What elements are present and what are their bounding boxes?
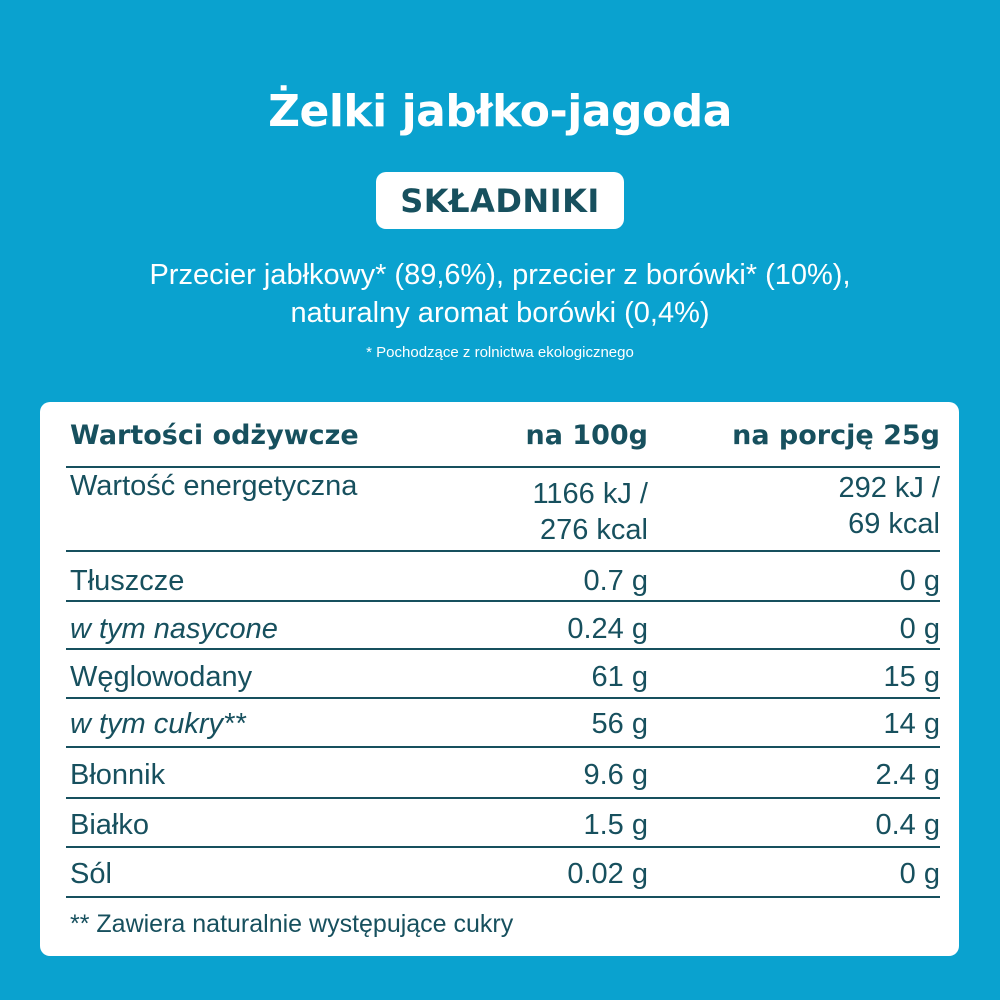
row-value-per-portion: 0 g — [899, 858, 940, 890]
row-value-per-portion: 2.4 g — [875, 759, 941, 791]
ingredients-badge: SKŁADNIKI — [376, 172, 624, 229]
badge-container: SKŁADNIKI — [0, 172, 1000, 229]
row-label: Białko — [70, 809, 149, 841]
ingredients-line-1: Przecier jabłkowy* (89,6%), przecier z b… — [149, 259, 851, 291]
row-value-per-portion: 15 g — [883, 661, 940, 693]
ingredients-line-2: naturalny aromat borówki (0,4%) — [290, 297, 710, 329]
row-value-per-100g: 61 g — [591, 661, 648, 693]
energy-per-portion-kj: 292 kJ / — [838, 472, 940, 504]
table-row: w tym cukry** 56 g 14 g — [66, 699, 940, 748]
row-label: w tym nasycone — [70, 613, 278, 645]
organic-footnote: * Pochodzące z rolnictwa ekologicznego — [366, 344, 634, 361]
nutrition-table: Wartości odżywcze na 100g na porcję 25g … — [40, 402, 959, 956]
table-row: Wartość energetyczna 1166 kJ / 276 kcal … — [66, 468, 940, 552]
row-value-per-portion: 0 g — [899, 565, 940, 597]
row-label: Błonnik — [70, 759, 166, 791]
energy-per-portion: 292 kJ / 69 kcal — [838, 470, 940, 542]
energy-per-100g-kj: 1166 kJ / — [532, 478, 648, 510]
header-per-portion: na porcję 25g — [732, 420, 940, 451]
table-header-row: Wartości odżywcze na 100g na porcję 25g — [66, 420, 940, 468]
row-value-per-portion: 14 g — [883, 708, 940, 740]
table-row: Białko 1.5 g 0.4 g — [66, 799, 940, 848]
energy-per-100g: 1166 kJ / 276 kcal — [532, 476, 648, 548]
product-title: Żelki jabłko-jagoda — [268, 86, 732, 137]
row-label: Węglowodany — [70, 661, 253, 693]
table-row: Tłuszcze 0.7 g 0 g — [66, 552, 940, 602]
row-label: w tym cukry** — [70, 708, 246, 740]
energy-per-100g-kcal: 276 kcal — [539, 514, 648, 546]
table-row: Błonnik 9.6 g 2.4 g — [66, 748, 940, 799]
row-value-per-portion: 0.4 g — [875, 809, 941, 841]
row-value-per-100g: 56 g — [591, 708, 648, 740]
row-label: Sól — [70, 858, 112, 890]
header-per-100g: na 100g — [525, 420, 648, 451]
row-value-per-portion: 0 g — [899, 613, 940, 645]
sugar-footnote: ** Zawiera naturalnie występujące cukry — [70, 910, 514, 938]
header-nutrients: Wartości odżywcze — [70, 420, 359, 451]
row-value-per-100g: 1.5 g — [583, 809, 649, 841]
row-value-per-100g: 0.24 g — [567, 613, 648, 645]
row-label: Tłuszcze — [70, 565, 185, 597]
row-value-per-100g: 0.7 g — [583, 565, 649, 597]
energy-per-portion-kcal: 69 kcal — [848, 508, 940, 540]
row-value-per-100g: 0.02 g — [567, 858, 648, 890]
table-row: Węglowodany 61 g 15 g — [66, 650, 940, 699]
table-row: w tym nasycone 0.24 g 0 g — [66, 602, 940, 650]
ingredients-text: Przecier jabłkowy* (89,6%), przecier z b… — [40, 256, 960, 332]
table-row: Sól 0.02 g 0 g — [66, 848, 940, 898]
row-label-energy: Wartość energetyczna — [70, 470, 358, 502]
row-value-per-100g: 9.6 g — [583, 759, 649, 791]
